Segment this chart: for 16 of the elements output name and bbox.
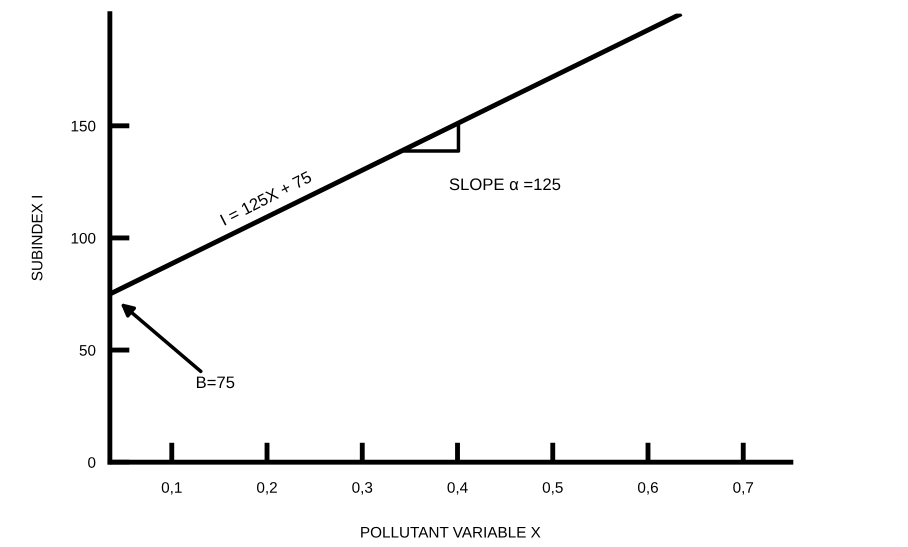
- x-tick-label: 0,7: [733, 482, 754, 495]
- x-tick-label: 0,4: [447, 482, 468, 495]
- annotation: B=75: [196, 376, 234, 388]
- annotation: I = 125X + 75: [220, 170, 312, 226]
- x-tick-label: 0,6: [638, 482, 658, 495]
- y-tick-label: 100: [72, 232, 96, 244]
- x-tick-label: 0,3: [352, 482, 372, 495]
- x-tick-label: 0,2: [257, 482, 277, 495]
- x-tick-label: 0,1: [162, 482, 182, 495]
- x-tick-label: 0,5: [542, 482, 563, 495]
- x-axis-title: POLLUTANT VARIABLE X: [361, 526, 540, 538]
- annotation: SLOPE α =125: [450, 178, 560, 190]
- y-tick-label: 50: [80, 344, 96, 356]
- y-tick-label: 150: [72, 120, 96, 132]
- y-axis-title: SUBINDEX I: [32, 196, 42, 281]
- y-tick-label: 0: [88, 457, 96, 468]
